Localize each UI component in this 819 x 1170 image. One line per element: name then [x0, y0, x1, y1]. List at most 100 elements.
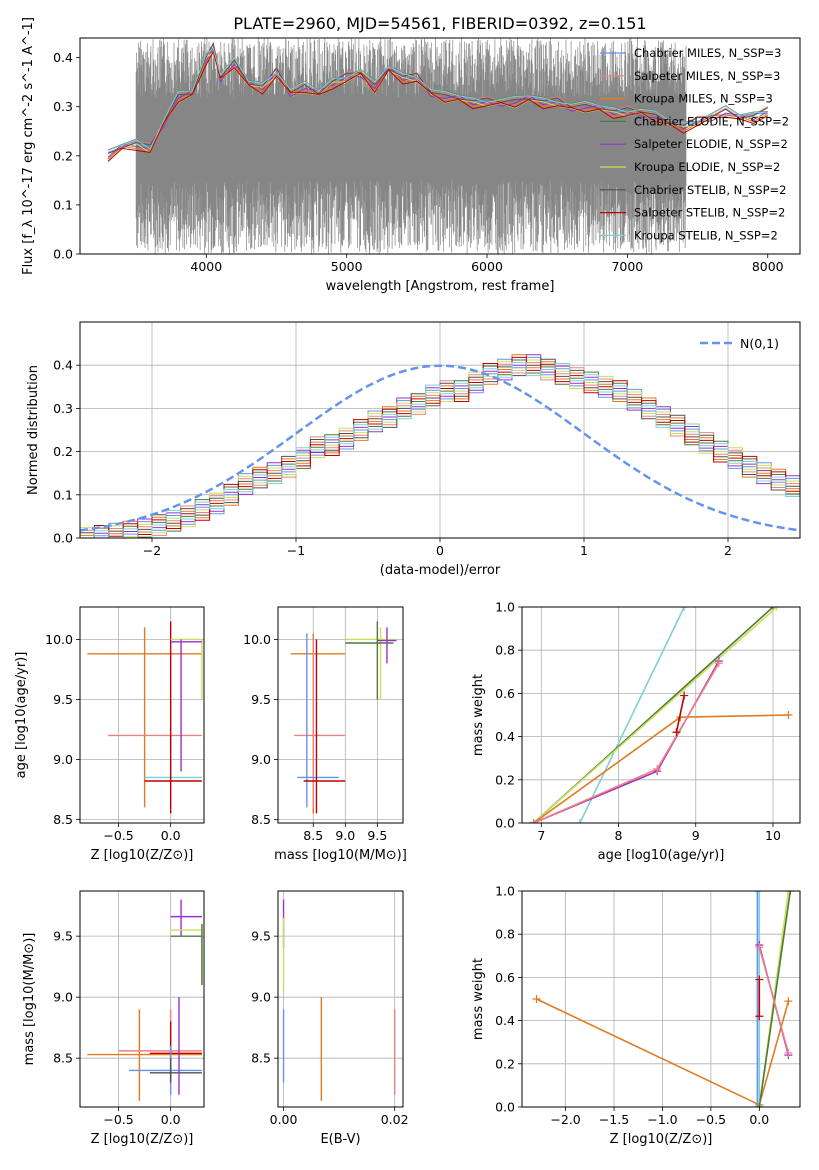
y-tick-label: 0.6	[495, 970, 515, 985]
data-spectrum	[135, 38, 687, 254]
y-axis-label: age [log10(age/yr)]	[14, 652, 29, 779]
x-tick-label: 2	[724, 543, 732, 558]
legend-label: Salpeter ELODIE, N_SSP=2	[634, 137, 788, 151]
y-axis-label: mass weight	[471, 958, 486, 1040]
x-axis-label: wavelength [Angstrom, rest frame]	[326, 279, 555, 294]
axes-age-z: −0.5 0.0 8.5 9.0 9.5 10.0 Z [log10(Z/Z⊙)] age […	[14, 606, 205, 863]
x-axis-label: mass [log10(M/M⊙)]	[274, 848, 407, 863]
weight-line	[533, 607, 778, 823]
x-tick-label: 0.0	[161, 828, 181, 843]
weight-line	[579, 607, 685, 823]
y-tick-label: 0.2	[495, 1056, 515, 1071]
histogram-step	[80, 354, 800, 538]
axes-frame	[79, 37, 801, 255]
y-tick-label: 10.0	[45, 632, 73, 647]
y-axis-label: Normed distribution	[26, 365, 41, 495]
y-tick-label: 8.5	[53, 812, 73, 827]
legend-label: Salpeter MILES, N_SSP=3	[634, 69, 780, 83]
plot-area-mass-ebv	[282, 899, 396, 1101]
histogram-step	[80, 354, 800, 538]
legend-label: Salpeter STELIB, N_SSP=2	[634, 206, 785, 220]
figure-title: PLATE=2960, MJD=54561, FIBERID=0392, z=0…	[233, 14, 646, 33]
plot-area-weight-z	[532, 891, 795, 1107]
legend-label: N(0,1)	[740, 336, 779, 351]
x-tick-label: 0	[436, 543, 444, 558]
normal-curve	[80, 364, 800, 532]
x-tick-label: 9.5	[367, 828, 387, 843]
y-tick-label: 9.0	[251, 990, 271, 1005]
x-tick-label: 6000	[471, 259, 503, 274]
y-tick-label: 9.5	[53, 692, 73, 707]
weight-marker	[753, 891, 762, 895]
y-tick-label: 0.1	[53, 197, 73, 212]
legend-label: Kroupa STELIB, N_SSP=2	[634, 228, 778, 242]
x-axis-label: age [log10(age/yr)]	[598, 848, 725, 863]
legend-label: Chabrier STELIB, N_SSP=2	[634, 183, 786, 197]
axes-weight-age: 7 8 9 10 0.0 0.2 0.4 0.6 0.8 1.0 age [log10(age/yr…	[471, 600, 801, 863]
plot-area-mass-z	[87, 899, 203, 1101]
y-tick-label: 0.3	[53, 99, 73, 114]
x-tick-label: 10	[765, 828, 781, 843]
weight-marker	[755, 891, 764, 895]
chart-layer: 4000 5000 6000 7000 8000 0.0 0.1 0.2 0.3 0.4 wavel…	[14, 17, 801, 1147]
y-tick-label: 0.4	[495, 729, 515, 744]
axes-residuals: −2 −1 0 1 2 0.0 0.1 0.2 0.3 0.4 (data-model)/error…	[26, 321, 801, 578]
x-axis-label: Z [log10(Z/Z⊙)]	[91, 1132, 194, 1147]
y-tick-label: 0.2	[53, 148, 73, 163]
y-tick-label: 0.0	[495, 1100, 515, 1115]
x-tick-label: 0.00	[270, 1112, 298, 1127]
x-tick-label: 5000	[331, 259, 363, 274]
x-tick-label: 9	[692, 828, 700, 843]
x-tick-label: −2.0	[550, 1112, 580, 1127]
weight-marker	[784, 997, 793, 1006]
x-tick-label: 8.5	[303, 828, 323, 843]
x-tick-label: −2	[143, 543, 161, 558]
axes-frame	[277, 606, 404, 824]
y-axis-label: Flux [f_λ 10^-17 erg cm^-2 s^-1 A^-1]	[21, 17, 36, 275]
x-tick-label: 0.0	[749, 1112, 769, 1127]
x-tick-label: 0.02	[381, 1112, 409, 1127]
weight-marker	[755, 943, 764, 952]
weight-marker	[532, 995, 541, 1003]
legend-label: Kroupa MILES, N_SSP=3	[634, 92, 773, 106]
y-tick-label: 9.0	[53, 752, 73, 767]
weight-marker	[755, 1103, 764, 1107]
y-tick-label: 9.0	[251, 752, 271, 767]
y-tick-label: 8.5	[251, 812, 271, 827]
y-tick-label: 0.2	[53, 444, 73, 459]
plot-area-age-z	[87, 621, 203, 814]
legend-label: Chabrier MILES, N_SSP=3	[634, 46, 781, 60]
y-tick-label: 1.0	[495, 884, 515, 899]
y-tick-label: 9.5	[251, 692, 271, 707]
axes-weight-z: −2.0 −1.5 −1.0 −0.5 0.0 0.0 0.2 0.4 0.6 0.8 1.0 Z […	[471, 884, 801, 1147]
x-tick-label: 1	[580, 543, 588, 558]
weight-marker	[784, 711, 793, 719]
y-tick-label: 8.5	[251, 1051, 271, 1066]
x-axis-label: Z [log10(Z/Z⊙)]	[91, 848, 194, 863]
plot-area-residuals	[80, 354, 800, 538]
weight-marker	[672, 728, 681, 737]
weight-marker	[753, 1103, 762, 1107]
x-axis-label: E(B-V)	[320, 1132, 360, 1147]
y-tick-label: 10.0	[243, 632, 271, 647]
x-tick-label: −0.5	[696, 1112, 726, 1127]
x-tick-label: 8000	[752, 259, 784, 274]
axes-frame	[79, 606, 205, 824]
x-tick-label: 4000	[190, 259, 222, 274]
y-tick-label: 0.2	[495, 772, 515, 787]
weight-marker	[786, 891, 795, 895]
weight-marker	[714, 659, 723, 668]
y-tick-label: 9.5	[53, 929, 73, 944]
x-tick-label: 7000	[611, 259, 643, 274]
histogram-step	[80, 362, 800, 538]
axes-mass-z: −0.5 0.0 8.5 9.0 9.5 Z [log10(Z/Z⊙)] mass [log…	[22, 890, 205, 1147]
y-tick-label: 0.8	[495, 927, 515, 942]
plot-area-spectrum	[107, 38, 768, 254]
weight-marker	[784, 891, 793, 895]
axes-mass-ebv: 0.00 0.02 8.5 9.0 9.5 E(B-V)	[251, 890, 409, 1147]
model-line	[107, 50, 768, 162]
legend-label: Kroupa ELODIE, N_SSP=2	[634, 160, 780, 174]
x-tick-label: 0.0	[161, 1112, 181, 1127]
axes-spectrum: 4000 5000 6000 7000 8000 0.0 0.1 0.2 0.3 0.4 wavel…	[21, 17, 801, 294]
